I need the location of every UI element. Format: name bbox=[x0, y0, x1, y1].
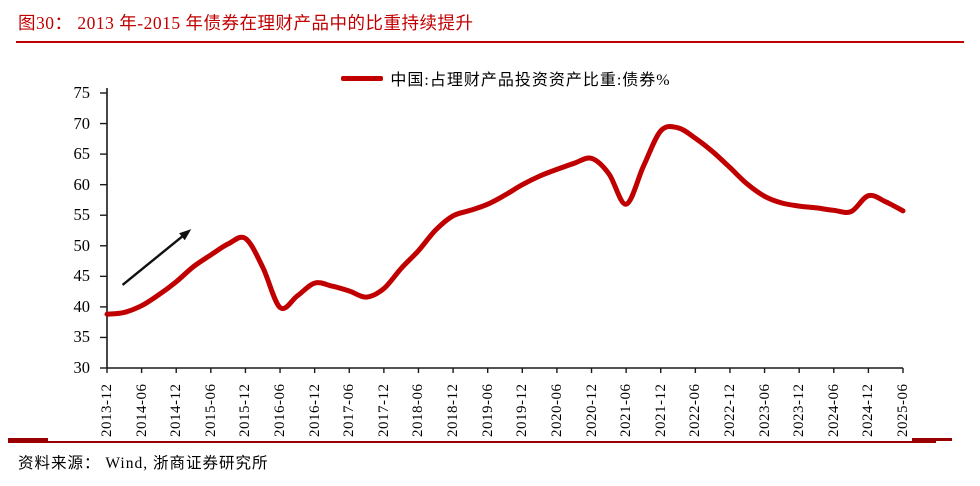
bottom-rule-thick-right bbox=[912, 437, 952, 441]
series-line bbox=[104, 124, 906, 317]
x-tick-label: 2023-06 bbox=[756, 383, 773, 438]
x-tick-label: 2019-12 bbox=[514, 383, 531, 438]
y-tick-label: 75 bbox=[73, 83, 91, 102]
title-underline bbox=[16, 41, 964, 44]
x-tick-label: 2020-06 bbox=[548, 383, 565, 438]
x-tick-label: 2024-12 bbox=[860, 383, 877, 438]
trend-arrow-head bbox=[179, 229, 192, 241]
y-tick-label: 65 bbox=[73, 144, 91, 164]
y-tick-label: 40 bbox=[73, 296, 91, 316]
y-tick-label: 70 bbox=[73, 113, 91, 133]
bottom-rule-thick-left bbox=[8, 437, 48, 441]
x-tick-label: 2021-06 bbox=[618, 383, 635, 438]
x-tick-label: 2019-06 bbox=[479, 383, 496, 438]
x-tick-label: 2016-12 bbox=[306, 383, 323, 438]
x-tick-label: 2017-06 bbox=[341, 383, 358, 438]
legend-label: 中国:占理财产品投资资产比重:债券% bbox=[390, 72, 671, 89]
bottom-rule bbox=[8, 441, 936, 443]
y-tick-label: 60 bbox=[73, 174, 91, 194]
x-tick-label: 2014-06 bbox=[133, 383, 150, 438]
x-tick-label: 2023-12 bbox=[791, 383, 808, 438]
y-tick-label: 55 bbox=[73, 205, 91, 225]
x-tick-label: 2018-12 bbox=[445, 383, 462, 438]
x-tick-label: 2017-12 bbox=[375, 383, 392, 438]
y-tick-label: 30 bbox=[73, 358, 91, 377]
y-tick-label: 35 bbox=[73, 327, 91, 347]
x-tick-label: 2015-06 bbox=[202, 383, 219, 438]
x-tick-label: 2015-12 bbox=[237, 383, 254, 438]
x-tick-label: 2016-06 bbox=[272, 383, 289, 438]
x-tick-label: 2024-06 bbox=[825, 383, 842, 438]
chart-legend: 中国:占理财产品投资资产比重:债券% bbox=[107, 68, 905, 89]
trend-arrow-shaft bbox=[121, 232, 188, 286]
figure-title: 图30： 2013 年-2015 年债券在理财产品中的比重持续提升 bbox=[18, 13, 474, 33]
x-tick-label: 2021-12 bbox=[652, 383, 669, 438]
x-tick-label: 2013-12 bbox=[99, 383, 115, 438]
legend-line-swatch bbox=[341, 75, 384, 81]
x-tick-label: 2014-12 bbox=[168, 383, 185, 438]
axes bbox=[106, 88, 903, 369]
source-text: 资料来源： Wind, 浙商证券研究所 bbox=[18, 455, 269, 472]
x-tick-label: 2018-06 bbox=[410, 383, 427, 438]
y-tick-label: 50 bbox=[73, 235, 91, 255]
x-tick-label: 2025-06 bbox=[895, 383, 911, 438]
y-tick-label: 45 bbox=[73, 266, 91, 286]
x-tick-label: 2022-12 bbox=[721, 383, 738, 438]
x-tick-label: 2022-06 bbox=[687, 383, 704, 438]
x-tick-label: 2020-12 bbox=[583, 383, 600, 438]
